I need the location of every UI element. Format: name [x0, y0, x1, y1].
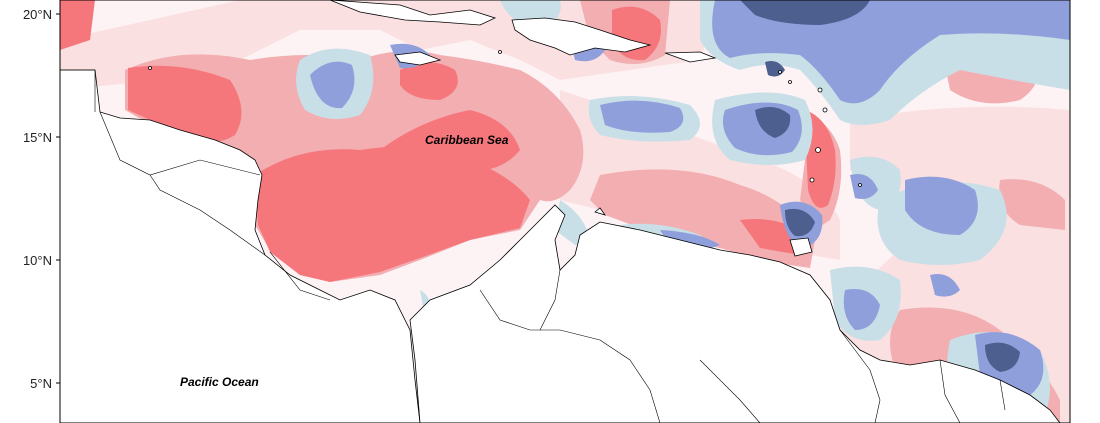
island-cuba: [329, 0, 497, 26]
lat-tick-15: 15°N: [23, 130, 52, 145]
caribbean-sea-label: Caribbean Sea: [425, 133, 509, 147]
lat-tick-10: 10°N: [23, 253, 52, 268]
caribbean-islands: [148, 0, 862, 257]
country-borders: [60, 69, 1006, 423]
map-border: [59, 0, 1071, 423]
island-hispaniola: [511, 17, 652, 56]
island-puerto-rico: [664, 51, 717, 63]
island-curacao: [594, 207, 607, 216]
land-central-america: [59, 69, 421, 423]
pacific-ocean-label: Pacific Ocean: [180, 375, 259, 389]
strong-negative-shading: [740, 0, 1020, 372]
latitude-axis: 20°N 15°N 10°N 5°N: [23, 7, 60, 391]
lat-tick-20: 20°N: [23, 7, 52, 22]
island-jamaica: [394, 51, 442, 66]
island-trinidad: [789, 237, 813, 257]
lat-tick-5: 5°N: [30, 376, 52, 391]
land-south-america: [409, 204, 1061, 423]
